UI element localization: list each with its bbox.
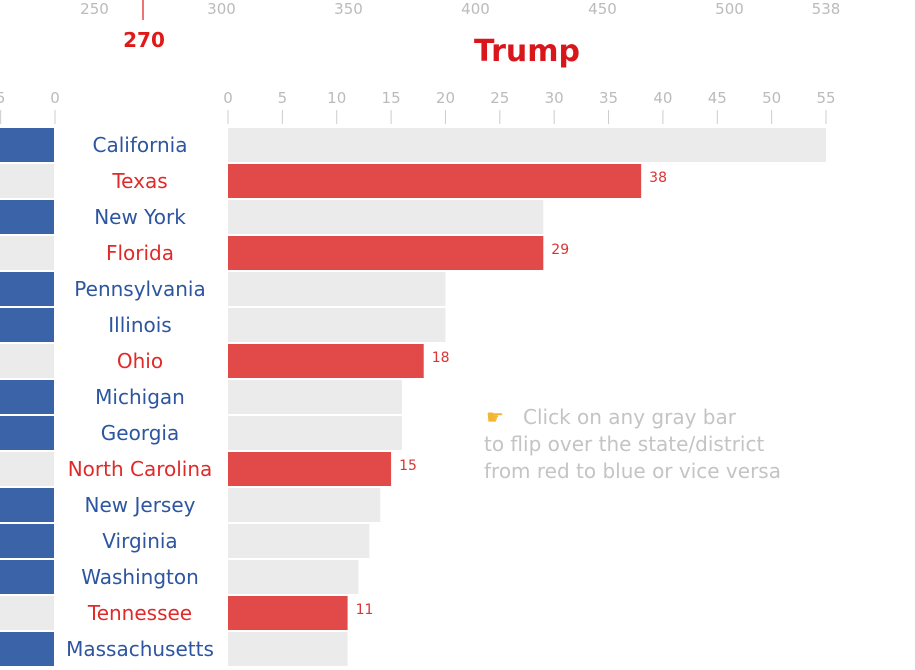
state-row: New York <box>0 200 544 234</box>
chart-title: Trump <box>474 34 580 69</box>
right-axis-tick-label: 15 <box>382 89 401 107</box>
rep-bar[interactable] <box>228 524 370 558</box>
dem-bar[interactable] <box>0 344 54 378</box>
rep-bar <box>228 452 392 486</box>
state-label: Massachusetts <box>66 637 214 661</box>
rep-bar[interactable] <box>228 488 381 522</box>
state-label: Georgia <box>101 421 179 445</box>
bar-value-label: 29 <box>551 242 569 258</box>
state-row: Tennessee 11 <box>0 596 373 630</box>
right-axis-tick-label: 50 <box>762 89 781 107</box>
rep-bar[interactable] <box>228 272 446 306</box>
top-axis-tick-label: 450 <box>588 0 617 18</box>
note-line-1: Click on any gray bar <box>523 405 737 429</box>
right-axis-tick-label: 0 <box>223 89 233 107</box>
state-row: Texas 38 <box>0 164 667 198</box>
rep-bar[interactable] <box>228 416 402 450</box>
state-row: Florida 29 <box>0 236 569 270</box>
state-row: Virginia <box>0 524 370 558</box>
dem-bar <box>0 632 54 666</box>
left-axis-tick-label: 5 <box>0 89 5 107</box>
right-axis-tick-label: 55 <box>816 89 835 107</box>
right-axis-tick-label: 25 <box>490 89 509 107</box>
rep-bar[interactable] <box>228 632 348 666</box>
dem-bar <box>0 308 54 342</box>
dem-bar <box>0 200 54 234</box>
left-axis-tick-label: 0 <box>50 89 60 107</box>
rep-bar[interactable] <box>228 308 446 342</box>
rep-bar <box>228 164 642 198</box>
pointing-hand-icon: ☛ <box>486 405 504 429</box>
state-label: California <box>93 133 188 157</box>
dem-bar[interactable] <box>0 236 54 270</box>
state-label: Tennessee <box>87 601 192 625</box>
top-axis: 250 300 350 400 450 500 538 <box>80 0 840 18</box>
state-row: Illinois <box>0 308 446 342</box>
top-axis-tick-label: 300 <box>207 0 236 18</box>
dem-bar[interactable] <box>0 452 54 486</box>
marker-270-label: 270 <box>123 28 165 52</box>
right-axis-tick-label: 45 <box>708 89 727 107</box>
state-label: Michigan <box>95 385 185 409</box>
rep-bar[interactable] <box>228 380 402 414</box>
dem-bar <box>0 560 54 594</box>
state-label: Washington <box>81 565 199 589</box>
rep-bar <box>228 596 348 630</box>
dem-bar <box>0 380 54 414</box>
state-label: North Carolina <box>68 457 213 481</box>
top-axis-tick-label: 538 <box>812 0 841 18</box>
dem-bar <box>0 416 54 450</box>
state-row: New Jersey <box>0 488 381 522</box>
right-axis-tick-label: 5 <box>278 89 288 107</box>
state-row: North Carolina 15 <box>0 452 417 486</box>
bar-value-label: 18 <box>432 350 450 366</box>
right-axis-tick-label: 35 <box>599 89 618 107</box>
rep-bar <box>228 344 424 378</box>
state-label: Virginia <box>102 529 177 553</box>
right-axis-tick-label: 20 <box>436 89 455 107</box>
state-label: Pennsylvania <box>74 277 205 301</box>
rep-bar <box>228 236 544 270</box>
dem-bar <box>0 272 54 306</box>
dem-bar <box>0 128 54 162</box>
top-axis-tick-label: 400 <box>461 0 490 18</box>
rep-bar[interactable] <box>228 128 826 162</box>
bar-value-label: 38 <box>649 170 667 186</box>
top-axis-tick-label: 500 <box>715 0 744 18</box>
top-axis-tick-label: 350 <box>334 0 363 18</box>
rep-bar[interactable] <box>228 200 544 234</box>
note-line-2: to flip over the state/district <box>484 432 764 456</box>
right-axis-tick-label: 40 <box>653 89 672 107</box>
dem-bar[interactable] <box>0 596 54 630</box>
state-rows: California Texas 38 New York Florida 29 Pennsy… <box>0 128 826 666</box>
dem-bar <box>0 488 54 522</box>
right-axis-tick-label: 10 <box>327 89 346 107</box>
state-label: Texas <box>111 169 167 193</box>
instruction-note: ☛ Click on any gray bar to flip over the… <box>484 405 781 483</box>
state-row: Michigan <box>0 380 402 414</box>
dem-bar <box>0 524 54 558</box>
state-row: Pennsylvania <box>0 272 446 306</box>
note-line-3: from red to blue or vice versa <box>484 459 781 483</box>
state-row: Massachusetts <box>0 632 348 666</box>
bar-value-label: 11 <box>356 602 374 618</box>
dem-bar[interactable] <box>0 164 54 198</box>
state-row: Ohio 18 <box>0 344 450 378</box>
rep-bar[interactable] <box>228 560 359 594</box>
state-label: Florida <box>106 241 174 265</box>
state-row: Georgia <box>0 416 402 450</box>
state-label: Ohio <box>117 349 163 373</box>
right-axis-tick-label: 30 <box>545 89 564 107</box>
state-label: New York <box>94 205 186 229</box>
state-label: Illinois <box>108 313 171 337</box>
state-row: California <box>0 128 826 162</box>
right-axis: 0 5 10 15 20 25 30 35 40 45 50 55 <box>223 89 836 124</box>
bar-value-label: 15 <box>399 458 417 474</box>
state-row: Washington <box>0 560 359 594</box>
top-axis-tick-label: 250 <box>80 0 109 18</box>
state-label: New Jersey <box>85 493 196 517</box>
